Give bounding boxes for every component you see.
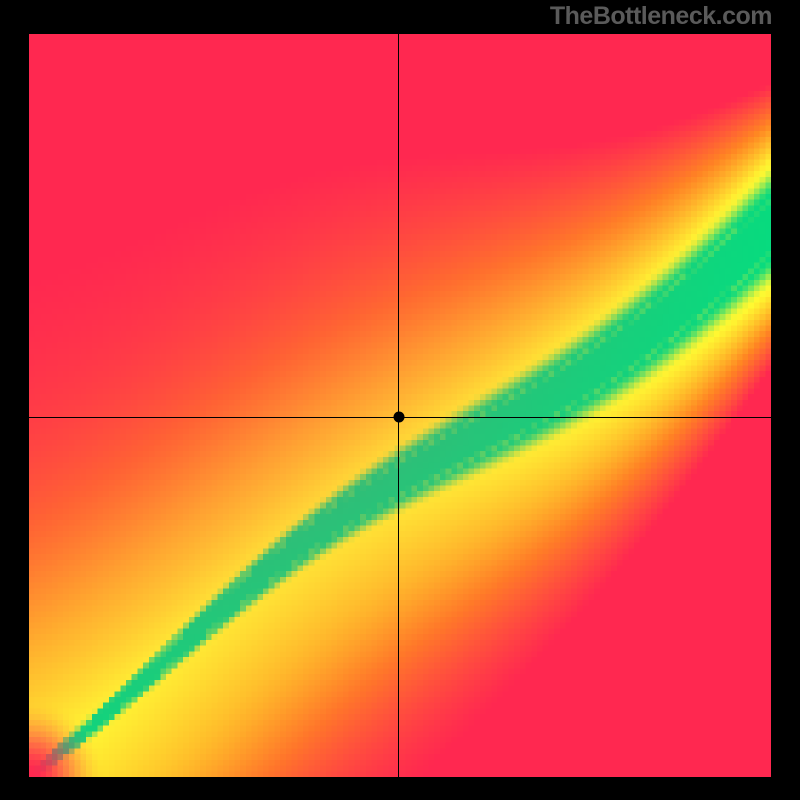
bottleneck-heatmap [29, 34, 771, 777]
chart-container: TheBottleneck.com [0, 0, 800, 800]
watermark-text: TheBottleneck.com [550, 2, 772, 31]
crosshair-vertical [398, 34, 400, 777]
intersection-marker [393, 412, 404, 423]
